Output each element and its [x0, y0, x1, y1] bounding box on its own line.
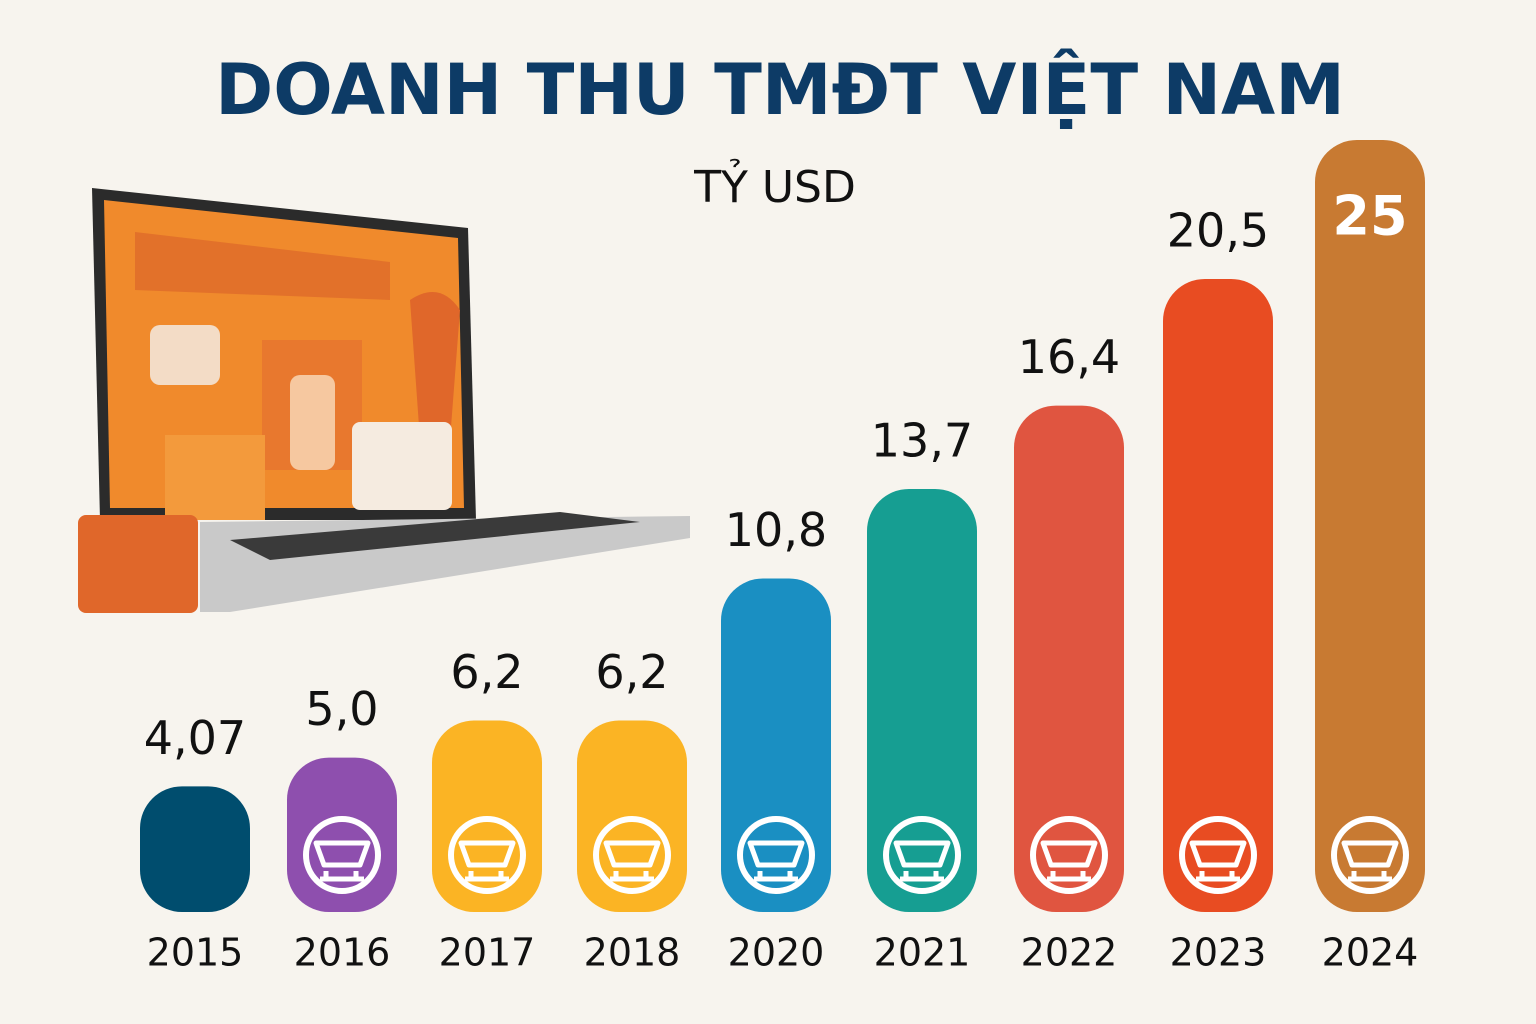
value-label: 6,2	[450, 645, 523, 699]
bar	[867, 488, 977, 912]
cart-icon	[1040, 840, 1098, 882]
cart-icon	[1189, 840, 1247, 882]
laptop-illustration	[78, 188, 690, 613]
x-tick-label: 2016	[294, 931, 391, 975]
cart-icon	[603, 840, 661, 882]
bar	[1014, 405, 1124, 912]
value-label: 10,8	[725, 503, 827, 557]
x-tick-label: 2015	[147, 931, 244, 975]
bar	[1315, 140, 1425, 912]
x-tick-label: 2024	[1322, 931, 1419, 975]
x-tick-label: 2022	[1021, 931, 1118, 975]
bar	[140, 786, 250, 912]
cart-icon-ring	[448, 816, 526, 894]
x-tick-label: 2023	[1170, 931, 1267, 975]
value-label: 6,2	[595, 645, 668, 699]
cart-icon	[458, 840, 516, 882]
cart-icon-ring	[1030, 816, 1108, 894]
cart-icon	[1341, 840, 1399, 882]
cart-icon-ring	[737, 816, 815, 894]
value-label: 20,5	[1167, 203, 1269, 257]
cart-icon-ring	[1331, 816, 1409, 894]
value-label: 4,07	[144, 711, 246, 765]
cart-icon-ring	[1179, 816, 1257, 894]
bar	[721, 578, 831, 912]
value-label: 25	[1332, 185, 1407, 248]
chart-title: DOANH THU TMĐT VIỆT NAM	[215, 48, 1345, 131]
cart-icon-ring	[303, 816, 381, 894]
value-label: 5,0	[305, 682, 378, 736]
cart-icon	[747, 840, 805, 882]
cart-icon-ring	[883, 816, 961, 894]
x-tick-label: 2021	[874, 931, 971, 975]
cart-icon	[893, 840, 951, 882]
value-label: 13,7	[871, 413, 973, 467]
cart-icon	[313, 840, 371, 882]
x-tick-label: 2018	[584, 931, 681, 975]
cart-icon-ring	[593, 816, 671, 894]
bar	[1163, 278, 1273, 913]
value-label: 16,4	[1018, 330, 1120, 384]
x-tick-label: 2020	[728, 931, 825, 975]
x-tick-label: 2017	[439, 931, 536, 975]
chart-subtitle: TỶ USD	[693, 157, 856, 213]
